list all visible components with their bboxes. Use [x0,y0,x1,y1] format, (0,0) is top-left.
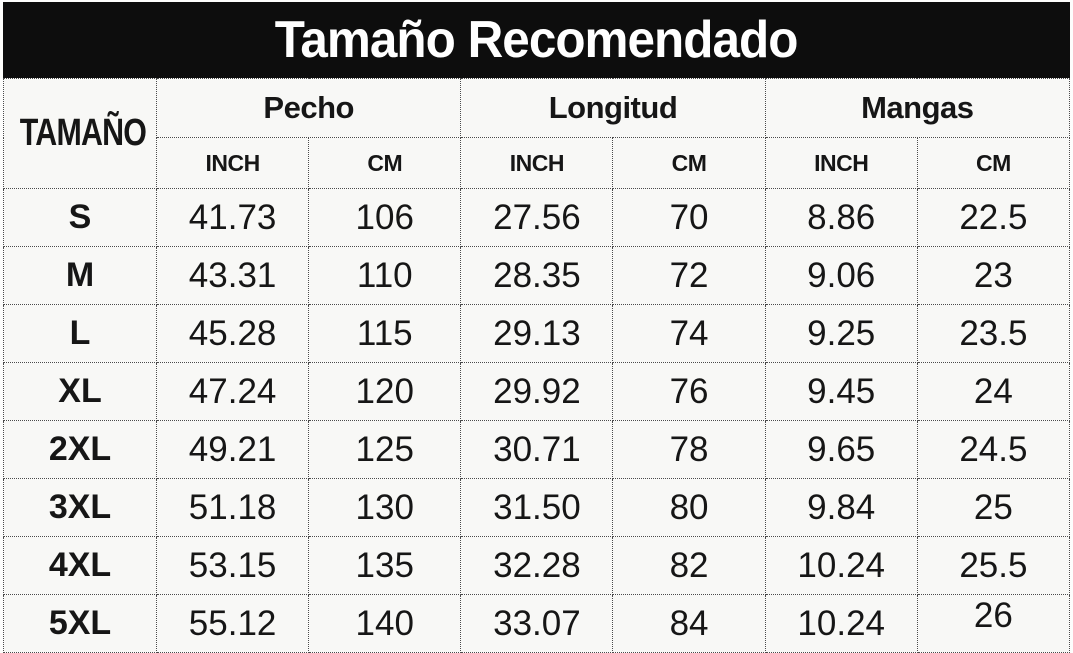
unit-header-row: INCH CM INCH CM INCH CM [4,137,1071,189]
value-cell: 80 [612,478,766,537]
group-header-row: TAMAÑO Pecho Longitud Mangas [2,78,1071,189]
value-cell: 32.28 [460,536,614,595]
column-header-size: TAMAÑO [2,78,158,189]
value-cell: 82 [612,536,766,595]
table-row: L 45.28 115 29.13 74 9.25 23.5 [2,304,1071,363]
value-cell: 70 [612,188,766,247]
value-cell: 76 [612,362,766,421]
size-label: 5XL [2,594,158,653]
value-cell: 30.71 [460,420,614,479]
value-cell: 45.28 [156,304,310,363]
value-cell: 9.65 [764,420,918,479]
value-cell: 10.24 [764,594,918,653]
size-label: XL [2,362,158,421]
value-cell: 41.73 [156,188,310,247]
value-cell: 135 [308,536,462,595]
column-group-mangas: Mangas [764,78,1071,138]
value-cell: 72 [612,246,766,305]
table-row: S 41.73 106 27.56 70 8.86 22.5 [2,188,1071,247]
value-cell: 120 [308,362,462,421]
value-cell: 33.07 [460,594,614,653]
value-cell: 74 [612,304,766,363]
value-cell: 10.24 [764,536,918,595]
unit-header-longitud-cm: CM [612,137,766,189]
value-cell: 31.50 [460,478,614,537]
value-cell: 29.13 [460,304,614,363]
column-header-size-label: TAMAÑO [19,112,147,154]
size-label: M [2,246,158,305]
table-row: 4XL 53.15 135 32.28 82 10.24 25.5 [2,536,1071,595]
table-row: M 43.31 110 28.35 72 9.06 23 [2,246,1071,305]
unit-header-mangas-inch: INCH [764,137,918,189]
value-cell: 28.35 [460,246,614,305]
size-label: 4XL [2,536,158,595]
table-row: 5XL 55.12 140 33.07 84 10.24 26 [2,594,1071,653]
value-cell: 47.24 [156,362,310,421]
value-cell: 49.21 [156,420,310,479]
title-bar: Tamaño Recomendado [3,2,1070,78]
value-cell: 110 [308,246,462,305]
size-label: S [2,188,158,247]
value-cell: 115 [308,304,462,363]
value-cell: 29.92 [460,362,614,421]
unit-header-mangas-cm: CM [916,137,1071,189]
size-label: L [2,304,158,363]
column-group-longitud: Longitud [460,78,766,138]
table-row: 3XL 51.18 130 31.50 80 9.84 25 [2,478,1071,537]
value-cell: 27.56 [460,188,614,247]
value-cell: 9.45 [764,362,918,421]
unit-header-pecho-inch: INCH [156,137,310,189]
value-cell: 51.18 [156,478,310,537]
value-cell: 130 [308,478,462,537]
value-cell: 84 [612,594,766,653]
size-table: TAMAÑO Pecho Longitud Mangas INCH CM INC… [2,78,1071,653]
value-cell: 24.5 [916,420,1071,479]
table-row: XL 47.24 120 29.92 76 9.45 24 [2,362,1071,421]
value-cell: 55.12 [156,594,310,653]
size-label: 3XL [2,478,158,537]
size-label: 2XL [2,420,158,479]
value-cell: 9.25 [764,304,918,363]
value-cell: 22.5 [916,188,1071,247]
value-cell: 78 [612,420,766,479]
value-cell: 53.15 [156,536,310,595]
value-cell: 26 [916,594,1071,653]
value-cell: 43.31 [156,246,310,305]
value-cell: 9.84 [764,478,918,537]
table-row: 2XL 49.21 125 30.71 78 9.65 24.5 [2,420,1071,479]
value-cell: 125 [308,420,462,479]
value-cell: 23 [916,246,1071,305]
value-cell: 23.5 [916,304,1071,363]
page-title: Tamaño Recomendado [275,11,799,69]
unit-header-pecho-cm: CM [308,137,462,189]
value-cell: 8.86 [764,188,918,247]
value-cell: 9.06 [764,246,918,305]
value-cell: 24 [916,362,1071,421]
value-cell: 106 [308,188,462,247]
unit-header-longitud-inch: INCH [460,137,614,189]
value-cell: 25 [916,478,1071,537]
column-group-pecho: Pecho [156,78,462,138]
value-cell: 25.5 [916,536,1071,595]
value-cell: 140 [308,594,462,653]
